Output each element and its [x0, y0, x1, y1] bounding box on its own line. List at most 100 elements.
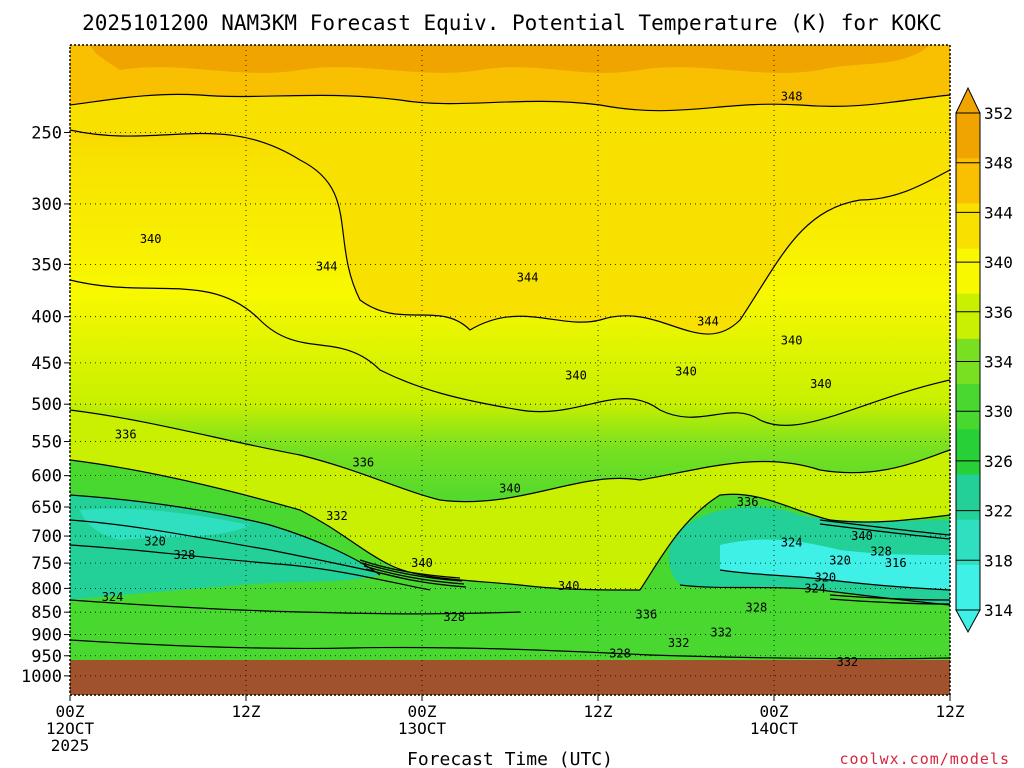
theta-320-region	[80, 508, 250, 540]
credit-link[interactable]: coolwx.com/models	[839, 750, 1010, 768]
contour-label: 344	[697, 315, 719, 329]
x-tick-label: 00Z	[56, 702, 85, 721]
contour-label: 340	[499, 481, 521, 495]
contour-label: 324	[804, 581, 826, 595]
x-axis-label: Forecast Time (UTC)	[407, 749, 613, 768]
y-tick-label: 800	[31, 579, 62, 599]
contour-label: 340	[781, 333, 803, 347]
contour-label: 332	[710, 625, 732, 639]
colorbar-segment	[956, 113, 980, 159]
theta-352-region	[90, 45, 930, 73]
contour-label: 324	[102, 590, 124, 604]
terrain	[70, 660, 950, 695]
x-tick-label: 14OCT	[750, 719, 799, 738]
y-tick-label: 300	[31, 195, 62, 215]
contour-label: 336	[636, 607, 658, 621]
contour-label: 320	[814, 570, 836, 584]
y-axis-ticks: 250 300 350 400 450 500 550 600 650 700 750 800 850 9…	[21, 123, 70, 687]
x-tick-label: 2025	[51, 736, 90, 755]
y-tick-label: 900	[31, 626, 62, 646]
colorbar-segment	[956, 384, 980, 430]
colorbar-segment	[956, 474, 980, 521]
contour-label: 336	[115, 427, 137, 441]
colorbar-tick-label: 344	[984, 203, 1013, 222]
colorbar-tick-label: 318	[984, 551, 1013, 570]
contour-label: 336	[352, 455, 374, 469]
plot-frame	[69, 44, 951, 696]
x-tick-label: 12Z	[584, 702, 613, 721]
contour-label: 340	[565, 369, 587, 383]
y-tick-label: 950	[31, 647, 62, 667]
contour-label: 340	[140, 232, 162, 246]
chart-title: 2025101200 NAM3KM Forecast Equiv. Potent…	[82, 11, 942, 35]
contour-label: 316	[885, 556, 907, 570]
contour-label: 344	[316, 260, 338, 274]
colorbar-segment	[956, 429, 980, 475]
colorbar-tick-label: 322	[984, 502, 1013, 521]
y-tick-label: 750	[31, 554, 62, 574]
contour-label: 328	[443, 610, 465, 624]
x-tick-label: 00Z	[408, 702, 437, 721]
y-tick-label: 400	[31, 308, 62, 328]
colorbar-tick-label: 334	[984, 353, 1013, 372]
contour-label: 348	[781, 89, 803, 103]
colorbar-tick-label: 336	[984, 303, 1013, 322]
colorbar-segment	[956, 248, 980, 295]
y-tick-label: 650	[31, 498, 62, 518]
contour-label: 344	[517, 271, 539, 285]
y-tick-label: 600	[31, 467, 62, 487]
x-tick-label: 12OCT	[46, 719, 95, 738]
contour-label: 328	[174, 548, 196, 562]
contour-label: 340	[851, 529, 873, 543]
contour-label: 328	[870, 544, 892, 558]
colorbar: 314 318 322 326 330 334 336 340 344 348 352	[955, 86, 1013, 634]
contour-label: 328	[609, 647, 631, 661]
y-tick-label: 500	[31, 395, 62, 415]
colorbar-tick-label: 314	[984, 601, 1013, 620]
colorbar-segment	[956, 203, 980, 250]
y-tick-label: 700	[31, 527, 62, 547]
colorbar-tick-label: 348	[984, 154, 1013, 173]
contour-label: 324	[781, 536, 803, 550]
contour-label: 340	[411, 556, 433, 570]
y-tick-label: 250	[31, 123, 62, 143]
theta-344-region	[70, 45, 950, 335]
y-tick-label: 550	[31, 433, 62, 453]
contour-label: 332	[836, 655, 858, 669]
colorbar-bottom-arrow	[955, 609, 981, 634]
y-tick-label: 850	[31, 603, 62, 623]
colorbar-tick-label: 330	[984, 402, 1013, 421]
contour-labels: 348 340 344 344 344 340 340 340 340 336 336 340 332 3…	[102, 89, 907, 669]
contour-label: 336	[737, 495, 759, 509]
colorbar-segment	[956, 293, 980, 340]
contour-label: 320	[829, 553, 851, 567]
x-tick-label: 12Z	[232, 702, 261, 721]
contour-label: 320	[144, 535, 166, 549]
contour-label: 332	[668, 636, 690, 650]
colorbar-tick-label: 352	[984, 104, 1013, 123]
y-tick-label: 450	[31, 354, 62, 374]
contour-label: 340	[810, 377, 832, 391]
frontal-band	[359, 519, 950, 605]
x-tick-label: 00Z	[760, 702, 789, 721]
x-tick-label: 12Z	[936, 702, 965, 721]
contour-label: 332	[326, 509, 348, 523]
colorbar-tick-label: 340	[984, 253, 1013, 272]
colorbar-segment	[956, 158, 980, 204]
y-tick-label: 1000	[21, 667, 62, 687]
contour-label: 328	[746, 601, 768, 615]
colorbar-segment	[956, 564, 980, 611]
gridlines	[69, 45, 951, 695]
contour-label: 340	[675, 364, 697, 378]
theta-316-region	[720, 539, 950, 590]
y-tick-label: 350	[31, 255, 62, 275]
plot-area	[70, 45, 950, 695]
colorbar-tick-label: 326	[984, 452, 1013, 471]
contour-label: 340	[558, 579, 580, 593]
colorbar-top-arrow	[955, 86, 981, 114]
x-tick-label: 13OCT	[398, 719, 447, 738]
contour-lines	[70, 93, 950, 660]
colorbar-segment	[956, 519, 980, 566]
